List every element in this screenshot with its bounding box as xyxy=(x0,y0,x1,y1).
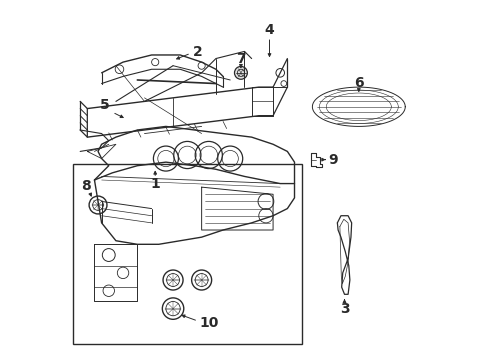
Circle shape xyxy=(234,66,247,79)
Text: 4: 4 xyxy=(264,23,274,37)
Text: 9: 9 xyxy=(327,153,337,167)
Text: 5: 5 xyxy=(100,98,110,112)
Bar xyxy=(73,164,301,344)
Text: 6: 6 xyxy=(353,76,363,90)
Text: 1: 1 xyxy=(150,176,160,190)
Text: 7: 7 xyxy=(236,51,245,66)
Text: 10: 10 xyxy=(199,316,218,330)
Text: 3: 3 xyxy=(339,302,348,316)
Text: 8: 8 xyxy=(81,179,90,193)
Text: 2: 2 xyxy=(193,45,203,59)
